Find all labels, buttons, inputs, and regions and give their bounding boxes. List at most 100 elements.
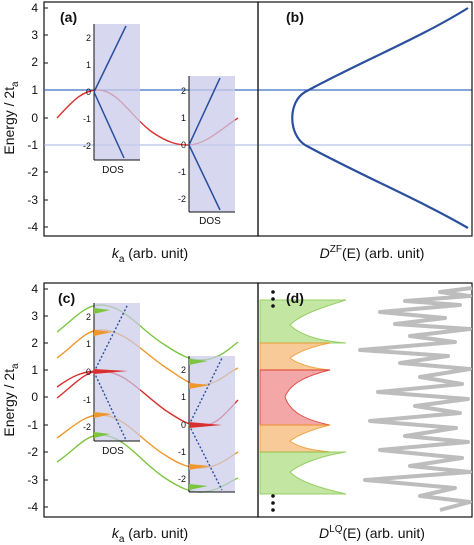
bottom-yticks: 4 3 2 1 0 -1 -2 -3 -4 bbox=[27, 282, 38, 514]
inset-a1: 2 1 0 -1 -2 DOS bbox=[83, 24, 140, 176]
dos-zf-curve bbox=[291, 7, 469, 229]
inset-c1-peak-orange-up bbox=[94, 330, 112, 336]
inset-c1-label: DOS bbox=[102, 446, 124, 457]
inset-a1-ytick: 1 bbox=[86, 60, 91, 70]
top-ytick: -3 bbox=[27, 193, 38, 207]
top-yticks: 4 3 2 1 0 -1 -2 -3 -4 bbox=[27, 1, 38, 234]
panel-a-xlabel: ka (arb. unit) bbox=[112, 245, 188, 265]
inset-c1-ytick: 2 bbox=[86, 312, 91, 322]
inset-c1-peak-orange-down bbox=[94, 412, 112, 418]
inset-c2-ytick: 1 bbox=[181, 392, 186, 402]
panel-a: 2 1 0 -1 -2 DOS 2 1 0 -1 bbox=[43, 1, 472, 265]
inset-a2-ytick: 1 bbox=[181, 113, 186, 123]
inset-a1-dos-down bbox=[93, 91, 125, 159]
inset-a1-ytick: 2 bbox=[86, 33, 91, 43]
bottom-ytick: 2 bbox=[31, 336, 38, 350]
inset-c2-peak-green-down bbox=[189, 484, 208, 490]
inset-c1-ytick: 1 bbox=[86, 339, 91, 349]
panel-d-label: (d) bbox=[286, 290, 304, 306]
inset-a2-ytick: -1 bbox=[178, 167, 186, 177]
inset-c2-peak-orange-up bbox=[189, 383, 210, 389]
inset-a2-label: DOS bbox=[199, 216, 221, 227]
inset-a1-ytick: -1 bbox=[83, 114, 91, 124]
inset-c2-ytick: 0 bbox=[181, 420, 186, 430]
inset-a2-ytick: 2 bbox=[181, 86, 186, 96]
landau-bands bbox=[259, 299, 347, 495]
inset-c1-peak-red bbox=[94, 369, 128, 374]
inset-c2-dos-up bbox=[188, 357, 223, 426]
ellipsis-dots-top bbox=[271, 290, 275, 308]
panel-d-xlabel: DLQ(E) (arb. unit) bbox=[319, 524, 425, 541]
bottom-ytick: -2 bbox=[27, 445, 38, 459]
band-green-bottom bbox=[259, 451, 347, 495]
panel-b-frame bbox=[257, 1, 473, 237]
inset-a2-dos-down bbox=[188, 144, 221, 211]
bottom-ytick: 4 bbox=[31, 282, 38, 296]
bottom-ytick: 3 bbox=[31, 309, 38, 323]
panel-c-ticks bbox=[44, 288, 48, 508]
inset-c1-dos-up bbox=[93, 303, 129, 373]
inset-c2-ytick: -2 bbox=[178, 474, 186, 484]
inset-a2: 2 1 0 -1 -2 DOS bbox=[178, 76, 235, 227]
inset-a1-yticks: 2 1 0 -1 -2 bbox=[83, 33, 91, 151]
panel-d-frame bbox=[257, 282, 473, 518]
panel-c: 2 1 0 -1 -2 DOS bbox=[43, 282, 259, 545]
top-ytick: 2 bbox=[31, 55, 38, 69]
inset-a1-ytick: -2 bbox=[83, 141, 91, 151]
bottom-ytick: -4 bbox=[27, 500, 38, 514]
top-ylabel: Energy / 2ta bbox=[1, 81, 21, 155]
top-ytick: 1 bbox=[31, 83, 38, 97]
dos-lq-trace bbox=[358, 286, 473, 512]
top-ytick: -1 bbox=[27, 138, 38, 152]
inset-c2: 2 1 0 -1 -2 bbox=[178, 356, 235, 493]
bottom-ytick: 1 bbox=[31, 363, 38, 377]
inset-c1-peak-green-down bbox=[94, 432, 110, 438]
inset-c1-ytick: -1 bbox=[83, 395, 91, 405]
panel-c-label: (c) bbox=[58, 290, 75, 306]
bottom-row: Energy / 2ta 4 3 2 1 0 -1 -2 -3 -4 bbox=[1, 282, 473, 545]
band-orange-bottom bbox=[259, 424, 331, 453]
inset-a2-shade bbox=[189, 76, 235, 212]
inset-c2-ytick: 2 bbox=[181, 365, 186, 375]
inset-c1-dos-down bbox=[93, 371, 127, 441]
inset-c1-yticks: 2 1 0 -1 -2 bbox=[83, 312, 91, 432]
inset-c2-yticks: 2 1 0 -1 -2 bbox=[178, 365, 186, 484]
panel-c-xlabel: ka (arb. unit) bbox=[112, 525, 188, 545]
panel-b: (b) DZF(E) (arb. unit) bbox=[257, 1, 473, 261]
inset-c1-ytick: 0 bbox=[86, 367, 91, 377]
panel-a-label: (a) bbox=[60, 9, 77, 25]
band-red-center bbox=[259, 369, 331, 426]
top-ytick: 0 bbox=[31, 111, 38, 125]
panel-b-xlabel: DZF(E) (arb. unit) bbox=[320, 244, 425, 261]
band-green-top bbox=[259, 299, 347, 344]
inset-c2-ytick: -1 bbox=[178, 447, 186, 457]
inset-a1-dos-up bbox=[93, 25, 127, 93]
ellipsis-dots-bottom bbox=[271, 494, 275, 512]
top-ytick: 4 bbox=[31, 1, 38, 15]
inset-c1-ytick: -2 bbox=[83, 422, 91, 432]
panel-b-label: (b) bbox=[286, 9, 304, 25]
inset-c1: 2 1 0 -1 -2 DOS bbox=[83, 303, 140, 457]
top-ytick: -2 bbox=[27, 165, 38, 179]
inset-a2-yticks: 2 1 0 -1 -2 bbox=[178, 86, 186, 204]
top-row: Energy / 2ta 4 3 2 1 0 -1 -2 -3 -4 bbox=[1, 1, 473, 265]
panel-d: (d) DLQ(E) (arb. unit) bbox=[257, 282, 473, 541]
bottom-ytick: 0 bbox=[31, 390, 38, 404]
inset-a2-ytick: -2 bbox=[178, 194, 186, 204]
inset-c2-peak-green-up bbox=[189, 359, 208, 365]
inset-c1-peak-green-up bbox=[94, 308, 110, 314]
band-green-upper bbox=[56, 304, 239, 361]
inset-a1-ytick: 0 bbox=[86, 87, 91, 97]
inset-a2-ytick: 0 bbox=[181, 140, 186, 150]
inset-a1-shade bbox=[94, 24, 140, 160]
inset-c2-dos-down bbox=[188, 424, 223, 491]
bottom-ytick: -1 bbox=[27, 418, 38, 432]
inset-c2-peak-orange-down bbox=[189, 464, 210, 470]
top-ytick: -4 bbox=[27, 220, 38, 234]
bottom-ylabel: Energy / 2ta bbox=[1, 363, 21, 437]
inset-a2-dos-up bbox=[188, 77, 221, 146]
inset-c2-peak-red bbox=[189, 422, 222, 428]
bottom-ytick: -3 bbox=[27, 473, 38, 487]
inset-a1-label: DOS bbox=[102, 165, 124, 176]
